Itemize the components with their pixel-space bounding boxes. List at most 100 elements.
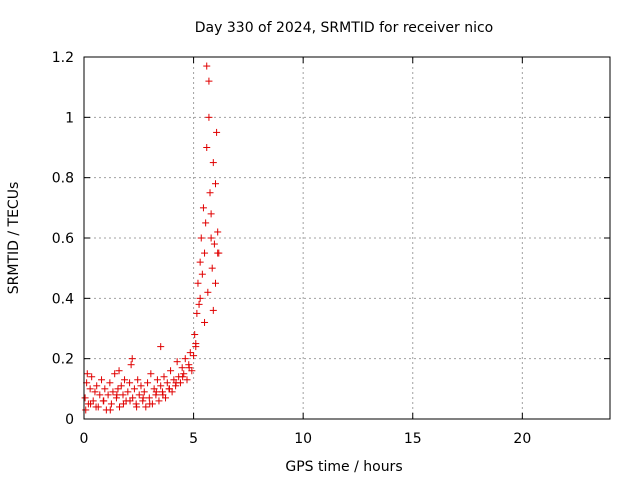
data-point — [109, 388, 117, 396]
y-tick-label: 0.6 — [52, 231, 74, 247]
axis-ticks: 0 0.2 0.4 0.6 0.8 1 1.2 0 5 10 15 20 — [52, 50, 610, 447]
data-point — [101, 385, 109, 393]
data-point — [145, 394, 153, 402]
data-point — [130, 385, 138, 393]
data-point — [212, 279, 219, 287]
data-point — [98, 376, 106, 384]
data-point — [213, 128, 221, 136]
data-point — [146, 400, 154, 408]
data-point — [178, 364, 186, 372]
data-point — [203, 144, 211, 151]
data-point — [160, 373, 168, 381]
data-point — [209, 159, 217, 167]
data-point — [165, 385, 173, 393]
data-point — [152, 388, 160, 396]
data-point — [155, 397, 163, 405]
data-point — [111, 370, 119, 378]
data-point — [205, 77, 213, 85]
data-point — [115, 367, 123, 375]
y-axis-label: SRMTID / TECUs — [6, 182, 22, 295]
data-point — [196, 258, 204, 266]
y-tick-label: 1 — [65, 110, 74, 126]
data-point — [206, 189, 214, 197]
data-point — [198, 270, 206, 278]
data-point — [121, 376, 129, 384]
data-point — [117, 382, 125, 390]
y-tick-label: 0.2 — [52, 352, 74, 368]
data-point — [119, 400, 127, 408]
data-point — [126, 397, 134, 405]
data-point — [207, 210, 215, 218]
data-point — [202, 219, 210, 227]
data-point — [204, 288, 212, 296]
data-point — [135, 391, 143, 399]
data-point — [93, 382, 101, 390]
data-point — [87, 400, 95, 408]
data-point — [193, 309, 201, 317]
data-point — [144, 379, 152, 387]
data-point — [190, 352, 198, 360]
data-point — [119, 391, 127, 399]
data-point — [196, 294, 204, 302]
data-point — [106, 379, 114, 387]
x-tick-label: 20 — [513, 431, 531, 447]
data-point — [179, 373, 187, 381]
data-point — [128, 355, 136, 363]
data-point — [208, 264, 216, 272]
data-point — [181, 355, 189, 363]
data-point — [116, 403, 124, 411]
data-point — [124, 388, 132, 396]
x-tick-label: 5 — [189, 431, 198, 447]
data-point — [183, 376, 191, 384]
data-point — [214, 228, 222, 236]
data-point — [194, 279, 202, 287]
data-point — [173, 358, 181, 366]
data-point — [186, 349, 194, 357]
data-point — [207, 234, 215, 242]
y-tick-label: 0 — [65, 412, 74, 428]
data-point — [82, 406, 90, 414]
plot-frame — [83, 56, 611, 420]
data-point — [157, 343, 165, 351]
data-point — [127, 361, 135, 369]
data-point — [153, 376, 161, 384]
data-point — [167, 367, 175, 375]
data-point — [100, 397, 108, 405]
y-tick-label: 0.8 — [52, 171, 74, 187]
data-point — [107, 400, 115, 408]
x-tick-label: 15 — [404, 431, 422, 447]
chart-title: Day 330 of 2024, SRMTID for receiver nic… — [195, 20, 493, 36]
data-point — [86, 385, 94, 393]
data-point — [201, 249, 209, 257]
x-tick-label: 0 — [80, 431, 89, 447]
data-point — [147, 370, 155, 378]
data-point — [133, 403, 141, 411]
data-point — [104, 391, 112, 399]
data-point — [106, 406, 114, 414]
x-axis-label: GPS time / hours — [285, 459, 402, 475]
data-point — [91, 388, 99, 396]
y-tick-label: 1.2 — [52, 50, 74, 66]
data-point — [185, 364, 193, 372]
data-point — [134, 376, 142, 384]
data-point — [88, 373, 96, 381]
data-point — [163, 379, 171, 387]
data-point — [199, 204, 207, 212]
data-point — [81, 394, 89, 402]
data-point — [137, 382, 145, 390]
data-point — [209, 306, 217, 314]
data-point — [192, 343, 200, 351]
data-point — [139, 394, 147, 402]
data-point — [203, 62, 211, 70]
data-point — [205, 113, 213, 121]
data-point — [92, 403, 100, 411]
data-point — [197, 234, 205, 242]
data-point — [83, 370, 91, 378]
data-point — [140, 388, 148, 396]
data-point — [126, 379, 134, 387]
data-points — [81, 62, 223, 414]
data-point — [157, 382, 165, 390]
data-point — [96, 391, 104, 399]
data-point — [180, 370, 188, 378]
